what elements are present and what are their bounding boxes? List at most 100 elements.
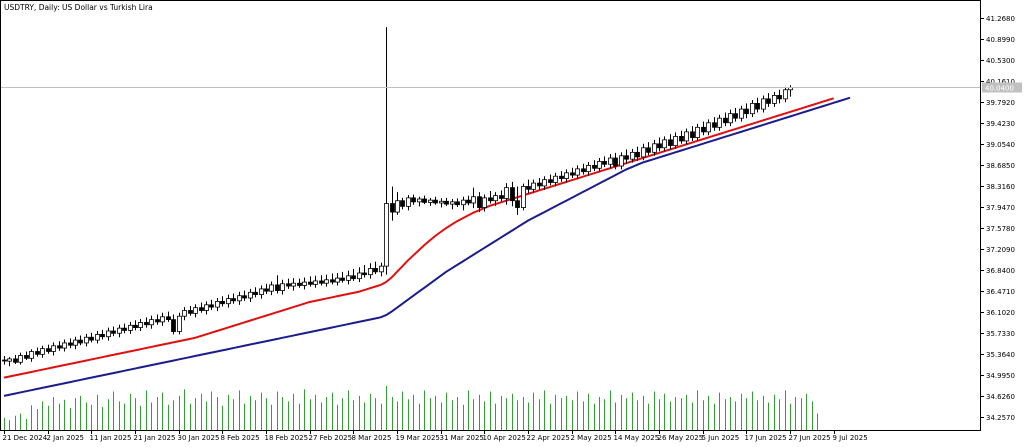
candle[interactable]	[2, 356, 7, 365]
candle[interactable]	[646, 142, 651, 156]
candle[interactable]	[761, 95, 766, 113]
candle[interactable]	[684, 128, 689, 145]
candle[interactable]	[548, 174, 553, 186]
candle[interactable]	[171, 314, 176, 335]
candle[interactable]	[35, 347, 40, 357]
candle[interactable]	[390, 186, 395, 221]
candle[interactable]	[160, 312, 165, 326]
candle[interactable]	[117, 324, 122, 338]
candle[interactable]	[68, 338, 73, 349]
candle[interactable]	[641, 143, 646, 161]
candle[interactable]	[29, 349, 34, 362]
candle[interactable]	[581, 163, 586, 175]
candle[interactable]	[717, 114, 722, 131]
candle[interactable]	[477, 192, 482, 213]
candle[interactable]	[330, 273, 335, 285]
candle[interactable]	[340, 271, 345, 283]
candle[interactable]	[673, 132, 678, 149]
candle[interactable]	[733, 107, 738, 122]
candle[interactable]	[455, 198, 460, 207]
candle[interactable]	[575, 165, 580, 180]
candle[interactable]	[521, 183, 526, 211]
candle[interactable]	[248, 288, 253, 302]
candle[interactable]	[466, 195, 471, 206]
candle[interactable]	[450, 199, 455, 210]
candle[interactable]	[7, 357, 12, 367]
candle[interactable]	[46, 344, 51, 354]
candle[interactable]	[706, 119, 711, 136]
candle[interactable]	[95, 331, 100, 344]
candle[interactable]	[553, 172, 558, 187]
candle[interactable]	[613, 152, 618, 170]
candle[interactable]	[177, 312, 182, 335]
candle[interactable]	[652, 139, 657, 156]
candle[interactable]	[297, 278, 302, 288]
candle[interactable]	[253, 287, 258, 298]
candle[interactable]	[679, 130, 684, 144]
candle[interactable]	[346, 270, 351, 285]
candle[interactable]	[226, 294, 231, 308]
candle[interactable]	[182, 307, 187, 321]
candle[interactable]	[373, 261, 378, 275]
candle[interactable]	[188, 305, 193, 316]
candle[interactable]	[586, 162, 591, 176]
candle[interactable]	[368, 263, 373, 279]
candle[interactable]	[313, 275, 318, 288]
candle[interactable]	[362, 265, 367, 278]
candle[interactable]	[275, 275, 280, 294]
candle[interactable]	[766, 93, 771, 107]
candle[interactable]	[482, 194, 487, 212]
candle[interactable]	[400, 197, 405, 210]
candle[interactable]	[526, 179, 531, 194]
candle[interactable]	[106, 327, 111, 341]
candle[interactable]	[24, 351, 29, 361]
candle[interactable]	[13, 354, 18, 364]
candle[interactable]	[755, 97, 760, 113]
candle[interactable]	[444, 197, 449, 206]
candle[interactable]	[422, 195, 427, 205]
candle[interactable]	[308, 276, 313, 287]
candle[interactable]	[635, 146, 640, 161]
candle[interactable]	[166, 311, 171, 322]
candle[interactable]	[750, 100, 755, 118]
candle[interactable]	[542, 176, 547, 190]
candle[interactable]	[57, 341, 62, 351]
candle[interactable]	[193, 304, 198, 318]
candle[interactable]	[564, 169, 569, 183]
candle[interactable]	[531, 179, 536, 194]
candle[interactable]	[701, 121, 706, 136]
candle[interactable]	[488, 191, 493, 204]
candle[interactable]	[264, 283, 269, 295]
candle[interactable]	[89, 332, 94, 343]
candle[interactable]	[204, 301, 209, 315]
candle[interactable]	[231, 293, 236, 304]
candle[interactable]	[439, 198, 444, 208]
candle[interactable]	[428, 197, 433, 206]
candle[interactable]	[597, 158, 602, 173]
candle[interactable]	[499, 190, 504, 202]
candle[interactable]	[144, 317, 149, 328]
candle[interactable]	[515, 186, 520, 215]
candle[interactable]	[461, 196, 466, 211]
candle[interactable]	[62, 339, 67, 352]
candle[interactable]	[73, 336, 78, 350]
candle[interactable]	[608, 154, 613, 169]
candle[interactable]	[138, 319, 143, 331]
candle[interactable]	[335, 272, 340, 286]
candle[interactable]	[668, 134, 673, 150]
candle[interactable]	[417, 196, 422, 207]
candle[interactable]	[739, 105, 744, 122]
candle[interactable]	[690, 126, 695, 141]
candle[interactable]	[291, 278, 296, 291]
candle[interactable]	[471, 187, 476, 209]
candle[interactable]	[351, 268, 356, 281]
candle[interactable]	[570, 167, 575, 178]
candle[interactable]	[111, 326, 116, 337]
candle[interactable]	[624, 149, 629, 164]
candle[interactable]	[122, 323, 127, 334]
candle[interactable]	[357, 267, 362, 283]
candle[interactable]	[302, 277, 307, 290]
candle[interactable]	[199, 302, 204, 313]
candle[interactable]	[602, 156, 607, 168]
candle[interactable]	[510, 181, 515, 207]
